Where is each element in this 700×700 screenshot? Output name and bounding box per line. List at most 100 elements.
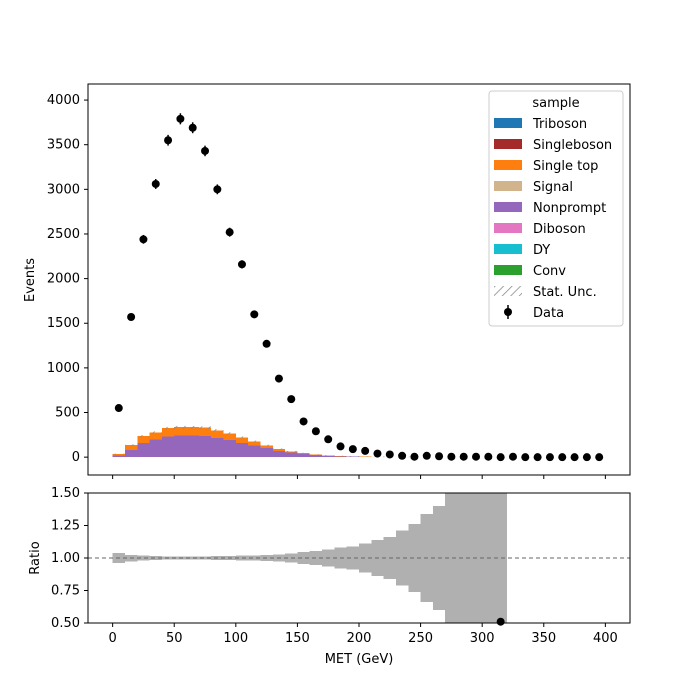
legend-frame (488, 90, 624, 327)
data-point (570, 453, 579, 462)
x-tick-label: 200 (347, 631, 372, 646)
data-point (558, 453, 567, 462)
stat-unc-hatch (334, 455, 347, 457)
bar-single-top (137, 436, 150, 443)
ratio-band-bin (359, 543, 372, 573)
main-y-axis-label: Events (23, 258, 38, 302)
data-point (348, 445, 357, 454)
bar-single-top (149, 432, 162, 440)
ratio-data-points (496, 617, 505, 626)
bar-nonprompt (124, 450, 138, 458)
data-point (201, 146, 210, 155)
ratio-y-tick-label: 1.50 (51, 486, 80, 501)
legend: sample Triboson Singleboson Single top Sign… (488, 90, 624, 327)
stat-unc-hatch (272, 448, 286, 450)
y-tick-label: 2500 (47, 227, 80, 242)
ratio-y-tick-label: 0.75 (51, 584, 80, 599)
bar-nonprompt (334, 456, 347, 458)
x-tick-label: 100 (223, 631, 248, 646)
legend-swatch (494, 202, 522, 212)
data-point (385, 450, 394, 459)
legend-label: Data (533, 306, 564, 321)
bar-nonprompt (149, 439, 162, 458)
data-point (262, 339, 271, 348)
data-point (127, 312, 136, 321)
legend-label: Diboson (533, 222, 586, 237)
bar-nonprompt (248, 445, 261, 458)
stat-unc-hatch (297, 452, 310, 454)
bar-single-top (112, 454, 125, 456)
legend-swatch (494, 244, 522, 254)
legend-swatch (494, 181, 522, 191)
ratio-band-bin (445, 493, 458, 623)
bar-nonprompt (235, 442, 249, 458)
data-point (533, 453, 542, 462)
legend-title: sample (532, 96, 579, 111)
data-points (114, 113, 604, 462)
ratio-y-tick-label: 1.00 (51, 551, 80, 566)
legend-entries: Triboson Singleboson Single top Signal Nonpr… (494, 117, 612, 321)
data-point (595, 453, 604, 462)
bar-nonprompt (260, 448, 273, 458)
ratio-panel: 0.50 0.75 1.00 1.25 1.50 0 50 100 150 200 250 300 3… (28, 486, 631, 667)
bar-single-top (124, 445, 138, 451)
legend-label: Triboson (532, 117, 587, 132)
bar-nonprompt (198, 436, 212, 458)
stat-unc-hatch (322, 455, 335, 456)
bar-nonprompt (161, 436, 175, 458)
y-tick-label: 1000 (47, 361, 80, 376)
legend-marker (504, 308, 512, 316)
x-tick-label: 300 (470, 631, 495, 646)
ratio-band-bin (346, 546, 359, 570)
data-point (496, 453, 505, 462)
ratio-band-bin (408, 524, 421, 592)
ratio-band-bin (297, 552, 310, 564)
legend-swatch (494, 160, 522, 170)
stat-unc-hatch (346, 456, 359, 457)
data-point (176, 114, 185, 123)
main-x-ticks (112, 475, 606, 479)
stat-unc-hatch (137, 435, 150, 438)
ratio-y-ticks: 0.50 0.75 1.00 1.25 1.50 (51, 486, 88, 631)
ratio-data-point (496, 617, 505, 626)
legend-label: Conv (533, 264, 566, 279)
bar-nonprompt (211, 437, 224, 458)
data-point (435, 452, 444, 461)
bar-nonprompt (186, 435, 199, 458)
data-point (237, 260, 246, 269)
stacked-bars (112, 425, 433, 458)
stat-unc-hatch (235, 436, 249, 439)
bar-nonprompt (309, 455, 323, 458)
bar-nonprompt (297, 454, 310, 458)
data-point (422, 451, 431, 460)
ratio-y-axis-label: Ratio (28, 541, 43, 574)
y-tick-label: 2000 (47, 272, 80, 287)
legend-label: Signal (533, 180, 573, 195)
bar-single-top (260, 445, 273, 449)
data-point (582, 453, 591, 462)
data-point (472, 452, 481, 461)
y-tick-label: 3000 (47, 182, 80, 197)
data-point (459, 452, 468, 461)
bar-nonprompt (223, 440, 236, 458)
stat-unc-hatch (186, 425, 199, 429)
stat-unc-hatch (211, 429, 224, 432)
bar-nonprompt (346, 456, 359, 458)
y-tick-label: 0 (72, 450, 80, 465)
bar-nonprompt (322, 455, 335, 458)
x-tick-label: 350 (531, 631, 556, 646)
bar-nonprompt (285, 452, 298, 458)
ratio-x-ticks: 0 50 100 150 200 250 300 350 400 (108, 623, 618, 646)
stat-unc-hatch (223, 432, 236, 435)
data-point (250, 310, 259, 319)
stat-unc-hatch (174, 425, 187, 429)
data-point (336, 442, 345, 451)
legend-swatch (494, 286, 522, 296)
bar-nonprompt (174, 435, 187, 458)
stat-unc-hatch (112, 453, 125, 455)
bar-nonprompt (137, 442, 150, 458)
data-point (139, 235, 148, 244)
stat-unc-hatch (161, 426, 175, 430)
